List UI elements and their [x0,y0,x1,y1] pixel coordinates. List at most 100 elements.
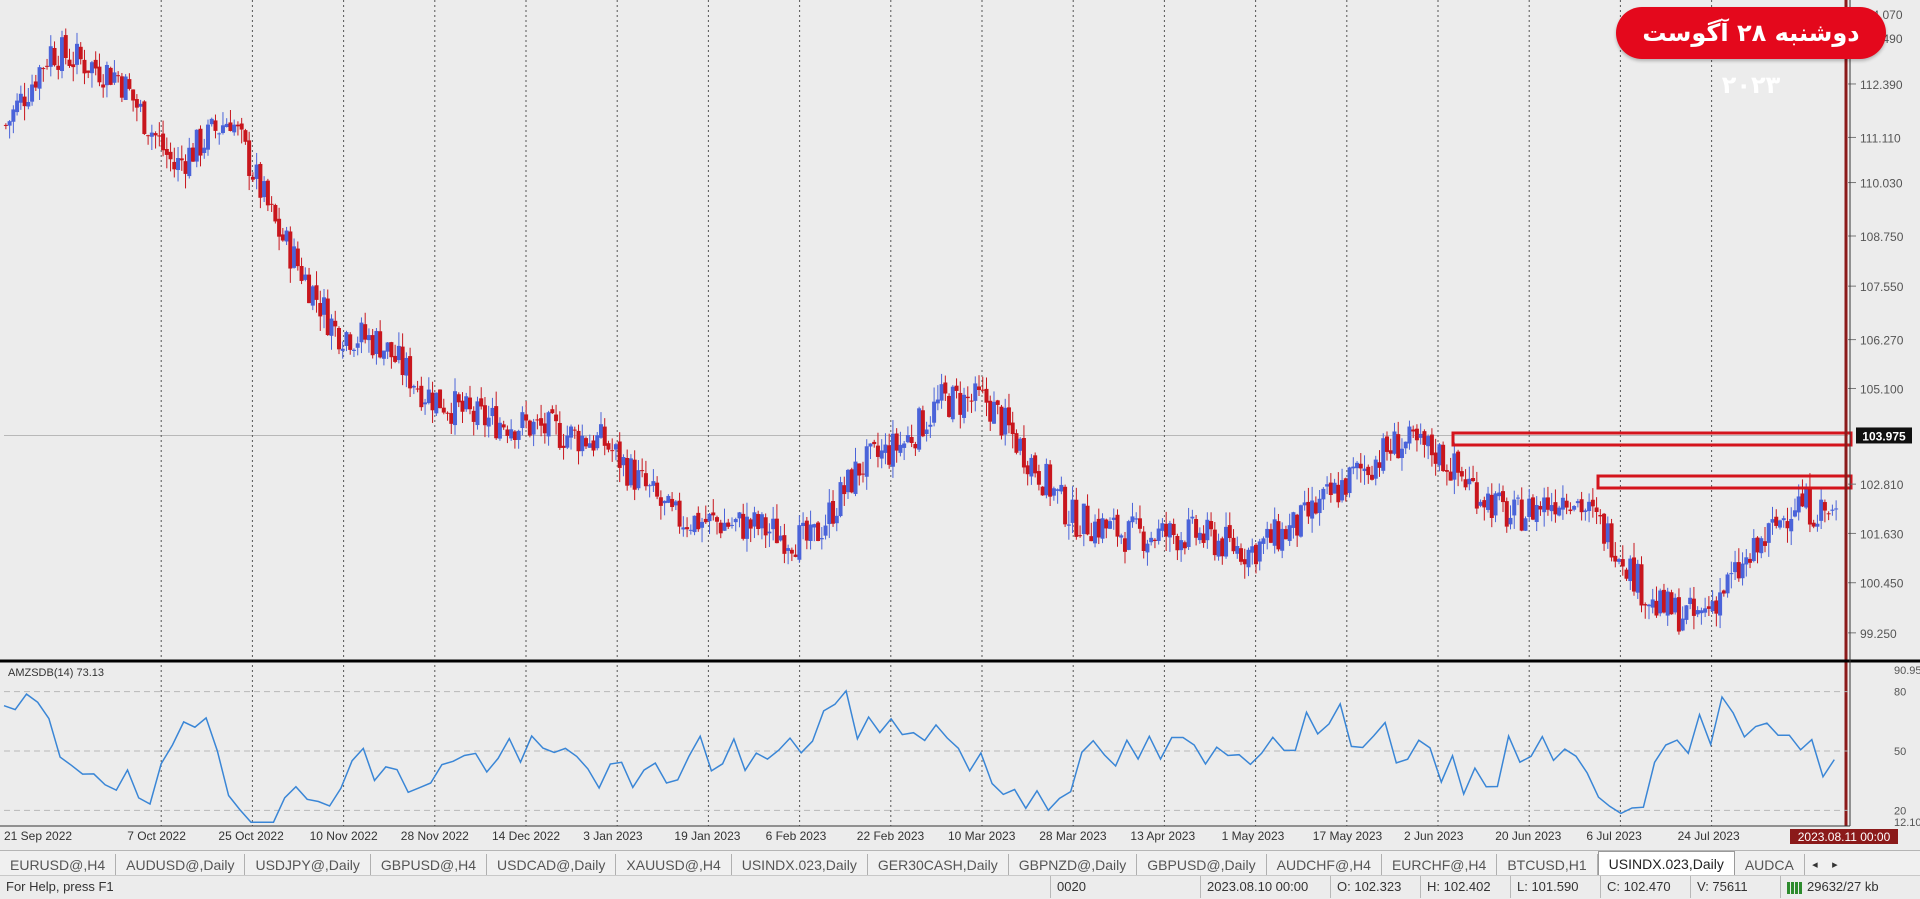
bull-candle [149,132,154,137]
bull-candle [1789,518,1794,532]
bear-candle [715,517,720,522]
bear-candle [1489,494,1494,518]
bear-candle [479,398,484,407]
bull-candle [310,286,315,306]
chart-tab[interactable]: GBPUSD@,H4 [371,854,488,876]
bull-candle [700,521,705,528]
bull-candle [217,133,222,135]
bull-candle [220,125,225,134]
bull-candle [902,443,907,448]
bear-candle [920,410,925,437]
bear-candle [1411,429,1416,432]
bear-candle [243,130,248,142]
bull-candle [1628,558,1633,582]
bear-candle [816,522,821,541]
bear-candle [572,429,577,431]
bear-candle [108,67,113,85]
bull-candle [374,330,379,355]
bull-candle [7,121,12,126]
bull-candle [1081,503,1086,534]
bull-candle [823,525,828,536]
bull-candle [486,417,491,427]
bull-candle [1587,501,1592,512]
status-help-text: For Help, press F1 [6,879,114,894]
bear-candle [1639,564,1644,606]
bull-candle [1792,510,1797,517]
bear-candle [116,75,121,77]
chart-tab[interactable]: GER30CASH,Daily [868,854,1009,876]
bull-candle [509,429,514,439]
bull-candle [707,513,712,522]
resistance-zone-upper[interactable] [1451,431,1853,447]
bull-candle [1403,441,1408,449]
bull-candle [1003,407,1008,435]
bear-candle [134,99,139,108]
bull-candle [1557,507,1562,516]
indicator-level-label: 50 [1894,746,1906,758]
bear-candle [696,512,701,530]
bear-candle [1283,529,1288,540]
chart-tab[interactable]: EURUSD@,H4 [0,854,117,876]
bear-candle [1231,537,1236,552]
bear-candle [643,473,648,487]
bear-candle [41,68,46,70]
bear-candle [97,66,102,83]
bear-candle [235,124,240,127]
bear-candle [1463,479,1468,488]
bear-candle [1104,519,1109,529]
bull-candle [759,514,764,529]
bear-candle [1714,600,1719,614]
bear-candle [250,176,255,180]
bull-candle [1515,497,1520,499]
bull-candle [1179,540,1184,551]
price-axis-label: 107.550 [1860,280,1904,294]
bear-candle [1613,555,1618,562]
bear-candle [789,549,794,554]
bear-candle [1691,598,1696,616]
bear-candle [325,298,330,336]
tab-scroll-right-icon[interactable]: ▸ [1832,859,1838,871]
bear-candle [1624,569,1629,579]
chart-tab[interactable]: AUDCA [1735,854,1805,876]
chart-tab[interactable]: GBPNZD@,Daily [1009,854,1138,876]
date-axis-label: 24 Jul 2023 [1678,829,1740,843]
chart-tab[interactable]: GBPUSD@,Daily [1137,854,1267,876]
bear-candle [449,413,454,424]
bull-candle [1777,520,1782,528]
chart-tab[interactable]: XAUUSD@,H4 [616,854,732,876]
status-connection[interactable]: 29632/27 kb [1780,876,1920,898]
chart-tab[interactable]: EURCHF@,H4 [1382,854,1498,876]
bear-candle [1456,451,1461,473]
bear-candle [22,96,27,107]
date-axis-label: 13 Apr 2023 [1130,829,1195,843]
bull-candle [1646,604,1651,607]
bull-candle [962,394,967,418]
bear-candle [1564,500,1569,508]
resistance-zone-lower[interactable] [1596,474,1853,490]
bull-candle [1373,459,1378,479]
bear-candle [685,527,690,530]
chart-tab[interactable]: AUDCHF@,H4 [1267,854,1382,876]
bear-candle [524,414,529,421]
bull-candle [48,46,53,67]
bull-candle [546,412,551,437]
tab-scroll-left-icon[interactable]: ◂ [1812,859,1818,871]
chart-tab[interactable]: USINDX.023,Daily [732,854,868,876]
bear-candle [501,424,506,428]
bear-candle [980,389,985,391]
bull-candle [786,548,791,551]
bear-candle [86,70,91,73]
chart-tab[interactable]: USDJPY@,Daily [245,854,371,876]
chart-tab[interactable]: AUDUSD@,Daily [116,854,246,876]
chart-tab[interactable]: USDCAD@,Daily [487,854,617,876]
chart-tab[interactable]: BTCUSD,H1 [1497,854,1598,876]
bull-candle [1729,573,1734,575]
bull-candle [1575,501,1580,504]
bull-candle [1149,537,1154,543]
chart-tab[interactable]: USINDX.023,Daily [1597,851,1735,876]
bull-candle [396,345,401,361]
bull-candle [292,246,297,268]
bull-candle [1261,538,1266,544]
